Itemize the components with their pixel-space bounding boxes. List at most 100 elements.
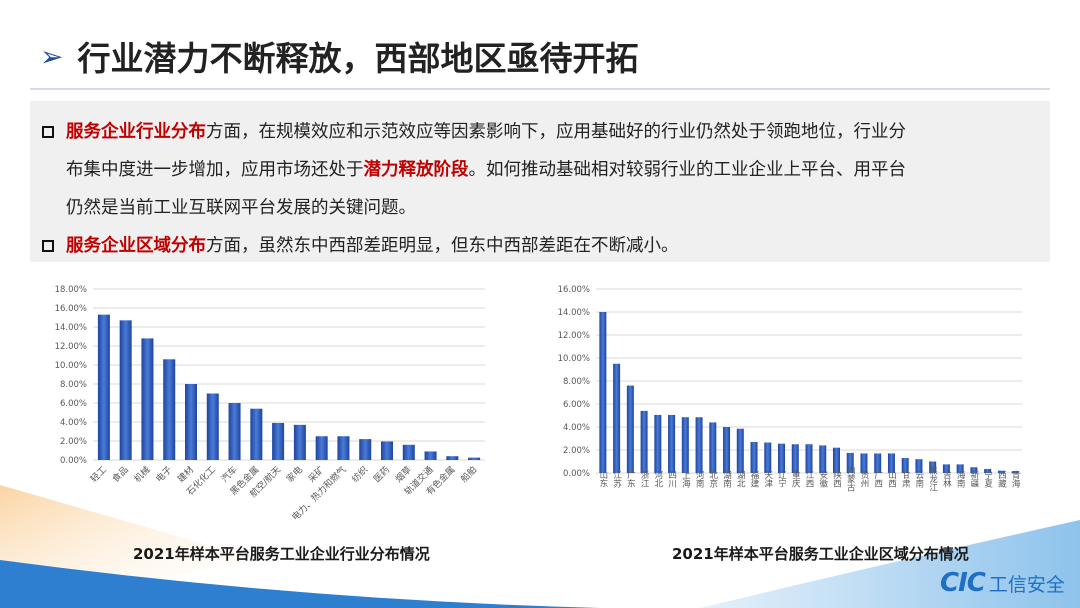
x-tick-label: 贵州 <box>859 470 869 488</box>
bar <box>599 312 607 473</box>
bar <box>805 444 813 473</box>
x-tick-label: 机械 <box>131 464 152 485</box>
x-tick-label: 新疆 <box>969 470 979 489</box>
logo-text: 工信安全 <box>988 573 1065 596</box>
y-tick-label: 2.00% <box>60 437 87 447</box>
x-tick-label: 家电 <box>284 464 305 485</box>
x-tick-label: 船舶 <box>458 464 479 485</box>
y-tick-label: 0.00% <box>60 456 87 466</box>
bar <box>337 436 350 460</box>
paragraph-industry: 服务企业行业分布方面，在规模效应和示范效应等因素影响下，应用基础好的行业仍然处于… <box>42 113 1036 227</box>
bar <box>874 453 882 473</box>
bar <box>681 417 689 473</box>
highlight: 潜力释放阶段 <box>363 160 469 180</box>
x-tick-label: 福建 <box>749 470 759 489</box>
x-tick-label: 天津 <box>763 471 773 489</box>
x-tick-label: 医药 <box>372 464 393 485</box>
y-tick-label: 8.00% <box>60 380 87 390</box>
bar <box>1011 471 1019 473</box>
bar <box>119 320 132 460</box>
x-tick-label: 云南 <box>914 471 924 488</box>
bar <box>97 314 110 460</box>
bar <box>468 457 481 460</box>
x-tick-label: 甘肃 <box>900 470 910 489</box>
x-tick-label: 广西 <box>873 470 883 489</box>
bar <box>984 468 992 473</box>
x-tick-label: 四川 <box>667 471 677 488</box>
x-tick-label: 辽宁 <box>777 471 787 488</box>
bar <box>846 452 854 473</box>
logo: CIC 工信安全 <box>940 568 1065 598</box>
x-tick-label: 重庆 <box>790 470 800 489</box>
bar <box>141 338 154 460</box>
arrow-icon: ➢ <box>40 39 64 73</box>
cic-logo-mark: CIC <box>940 568 986 598</box>
x-tick-label: 西藏 <box>996 471 1006 489</box>
x-tick-label: 山东 <box>598 470 608 488</box>
bar <box>359 439 372 460</box>
bar <box>709 422 717 473</box>
x-tick-label: 轻工 <box>88 464 109 485</box>
bar <box>723 427 731 473</box>
bullet-icon <box>42 240 54 252</box>
x-tick-label: 安徽 <box>818 470 828 489</box>
bar <box>860 453 868 473</box>
x-tick-label: 食品 <box>110 464 131 485</box>
x-tick-label: 河南 <box>694 470 704 488</box>
x-tick-label: 内蒙古 <box>845 466 855 493</box>
title-text: 行业潜力不断释放，西部地区亟待开拓 <box>77 39 639 78</box>
bar <box>929 461 937 473</box>
slide-title: ➢ 行业潜力不断释放，西部地区亟待开拓 <box>40 32 638 80</box>
y-tick-label: 6.00% <box>60 399 87 409</box>
bar <box>942 464 950 473</box>
bar <box>315 436 328 460</box>
text: 仍然是当前工业互联网平台发展的关键问题。 <box>66 198 416 218</box>
bar <box>613 363 621 473</box>
bar <box>997 470 1005 473</box>
x-tick-label: 陕西 <box>831 470 841 489</box>
x-tick-label: 湖北 <box>735 471 745 489</box>
text: 布集中度进一步增加，应用市场还处于 <box>66 160 364 180</box>
divider <box>30 88 1050 90</box>
region-bar-chart: 0.00% 2.00% 4.00% 6.00% 8.00% 10.00% 12.00% 14.… <box>558 285 1022 493</box>
x-tick-label: 黑龙江 <box>928 466 938 492</box>
bar <box>791 444 799 473</box>
bullet-icon <box>42 126 54 138</box>
highlight: 服务企业区域分布 <box>66 236 206 256</box>
bar <box>424 451 437 460</box>
x-tick-label: 江苏 <box>612 471 622 489</box>
highlight: 服务企业行业分布 <box>66 122 206 142</box>
y-tick-label: 14.00% <box>558 308 590 318</box>
x-tick-label: 江西 <box>804 471 814 489</box>
bar <box>402 444 415 460</box>
x-tick-label: 广东 <box>625 470 635 488</box>
bar <box>970 467 978 473</box>
y-tick-label: 14.00% <box>55 323 87 333</box>
bar <box>446 456 459 460</box>
x-tick-label: 湖南 <box>722 471 732 488</box>
summary-box: 服务企业行业分布方面，在规模效应和示范效应等因素影响下，应用基础好的行业仍然处于… <box>30 101 1050 262</box>
bar <box>915 459 923 473</box>
bar <box>272 422 285 460</box>
x-tick-label: 青海 <box>1010 470 1020 489</box>
x-tick-label: 北京 <box>708 471 718 489</box>
text: 方面，虽然东中西部差距明显，但东中西部差距在不断减小。 <box>206 236 679 256</box>
x-tick-label: 河北 <box>653 470 663 489</box>
x-tick-label: 山西 <box>886 470 896 489</box>
bar <box>228 403 241 460</box>
chart-caption-industry: 2021年样本平台服务工业企业行业分布情况 <box>133 545 430 563</box>
bar <box>750 441 758 473</box>
bar <box>293 424 306 460</box>
bar <box>206 393 219 460</box>
bar <box>736 428 744 473</box>
bar <box>163 359 176 460</box>
bar <box>654 414 662 473</box>
y-tick-label: 12.00% <box>55 342 87 352</box>
bar <box>887 453 895 473</box>
y-tick-label: 0.00% <box>563 469 590 479</box>
x-tick-label: 纺织 <box>349 464 370 485</box>
y-tick-label: 10.00% <box>558 354 590 364</box>
y-tick-label: 6.00% <box>563 400 590 410</box>
x-tick-label: 电子 <box>153 464 174 485</box>
bar <box>381 441 393 460</box>
